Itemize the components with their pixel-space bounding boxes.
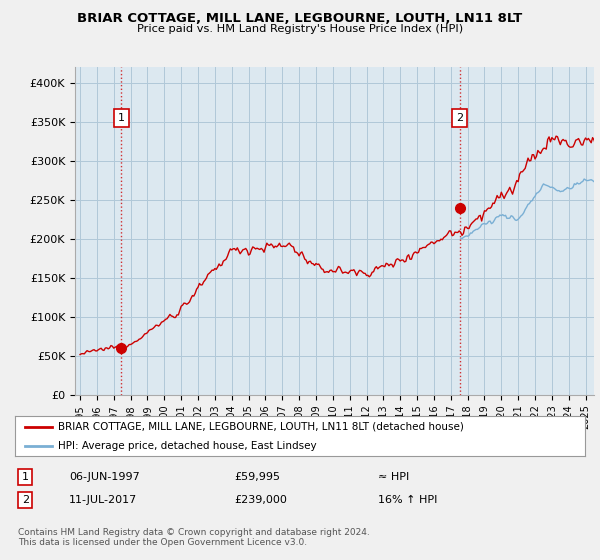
Text: Price paid vs. HM Land Registry's House Price Index (HPI): Price paid vs. HM Land Registry's House … <box>137 24 463 34</box>
Text: £239,000: £239,000 <box>234 495 287 505</box>
Text: £59,995: £59,995 <box>234 472 280 482</box>
Text: 2: 2 <box>22 495 29 505</box>
Text: 11-JUL-2017: 11-JUL-2017 <box>69 495 137 505</box>
Text: ≈ HPI: ≈ HPI <box>378 472 409 482</box>
Text: 16% ↑ HPI: 16% ↑ HPI <box>378 495 437 505</box>
Text: 1: 1 <box>22 472 29 482</box>
Text: Contains HM Land Registry data © Crown copyright and database right 2024.
This d: Contains HM Land Registry data © Crown c… <box>18 528 370 547</box>
Text: BRIAR COTTAGE, MILL LANE, LEGBOURNE, LOUTH, LN11 8LT (detached house): BRIAR COTTAGE, MILL LANE, LEGBOURNE, LOU… <box>58 422 464 432</box>
Text: HPI: Average price, detached house, East Lindsey: HPI: Average price, detached house, East… <box>58 441 316 450</box>
Text: 1: 1 <box>118 113 125 123</box>
Text: 2: 2 <box>456 113 463 123</box>
Text: 06-JUN-1997: 06-JUN-1997 <box>69 472 140 482</box>
Text: BRIAR COTTAGE, MILL LANE, LEGBOURNE, LOUTH, LN11 8LT: BRIAR COTTAGE, MILL LANE, LEGBOURNE, LOU… <box>77 12 523 25</box>
